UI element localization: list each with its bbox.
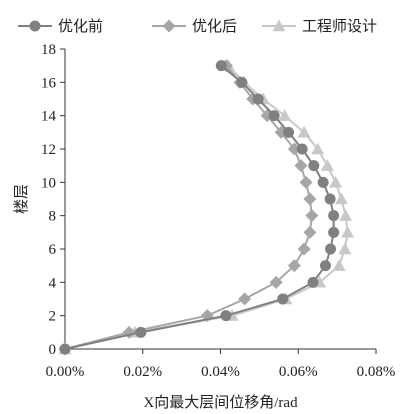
data-point <box>220 310 232 322</box>
data-point <box>296 143 308 155</box>
data-point <box>339 209 353 221</box>
data-point <box>238 292 252 306</box>
data-point <box>317 176 329 188</box>
data-point <box>332 259 346 271</box>
x-tick-label: 0.00% <box>46 364 85 380</box>
x-tick-label: 0.04% <box>201 364 240 380</box>
data-point <box>305 209 319 223</box>
y-tick-label: 12 <box>41 142 56 158</box>
data-point <box>308 160 320 172</box>
x-axis-title: X向最大层间位移角/rad <box>143 394 298 411</box>
data-point <box>59 343 71 355</box>
data-point <box>303 225 317 239</box>
series-line <box>64 64 349 350</box>
data-point <box>269 275 283 289</box>
data-point <box>311 142 325 155</box>
data-point <box>297 242 311 256</box>
data-point <box>135 326 147 338</box>
data-point <box>307 276 319 288</box>
data-point <box>277 293 289 305</box>
data-point <box>278 109 292 121</box>
legend-item: 优化后 <box>152 17 237 35</box>
legend-item: 工程师设计 <box>262 17 377 35</box>
y-ticks: 0 2 4 6 8 10 12 14 16 18 <box>41 42 65 358</box>
y-axis-title: 楼层 <box>12 184 30 214</box>
data-point <box>268 110 280 122</box>
legend-label: 优化前 <box>58 17 103 35</box>
y-tick-label: 0 <box>49 342 57 358</box>
legend-label: 优化后 <box>192 17 237 35</box>
series-diamond <box>58 59 319 356</box>
x-tick-label: 0.08% <box>357 364 396 380</box>
y-tick-label: 10 <box>41 175 56 191</box>
data-point <box>328 210 340 222</box>
data-point <box>319 260 331 272</box>
legend: 优化前 优化后 工程师设计 <box>18 17 377 35</box>
data-point <box>287 259 301 273</box>
series-line <box>64 64 335 350</box>
y-tick-label: 4 <box>49 275 57 291</box>
legend-marker <box>29 20 41 32</box>
data-point <box>303 192 317 206</box>
data-point <box>325 243 337 255</box>
data-point <box>299 175 313 189</box>
data-point <box>329 175 343 188</box>
y-tick-label: 14 <box>41 109 57 125</box>
x-tick-label: 0.06% <box>279 364 318 380</box>
x-tick-label: 0.02% <box>123 364 162 380</box>
data-point <box>236 76 248 88</box>
y-tick-label: 16 <box>41 75 57 91</box>
data-point <box>334 192 348 205</box>
data-point <box>252 93 264 105</box>
data-point <box>338 242 352 255</box>
y-tick-label: 8 <box>49 209 57 225</box>
data-point <box>215 60 227 72</box>
data-point <box>328 226 340 238</box>
data-point <box>297 125 311 138</box>
data-point <box>294 159 308 173</box>
legend-label: 工程师设计 <box>302 17 377 35</box>
x-ticks: 0.00% 0.02% 0.04% 0.06% 0.08% <box>46 349 396 380</box>
y-tick-label: 18 <box>41 42 56 58</box>
data-point <box>287 142 301 156</box>
legend-marker <box>272 19 286 32</box>
y-tick-label: 6 <box>49 242 57 258</box>
series-layer <box>58 59 355 356</box>
legend-marker <box>162 19 176 33</box>
data-point <box>320 159 334 171</box>
series-circle <box>59 60 340 355</box>
data-point <box>283 126 295 138</box>
legend-item: 优化前 <box>18 17 103 35</box>
series-triangle <box>58 59 355 355</box>
data-point <box>324 193 336 205</box>
y-tick-label: 2 <box>49 309 57 325</box>
data-point <box>341 225 355 238</box>
